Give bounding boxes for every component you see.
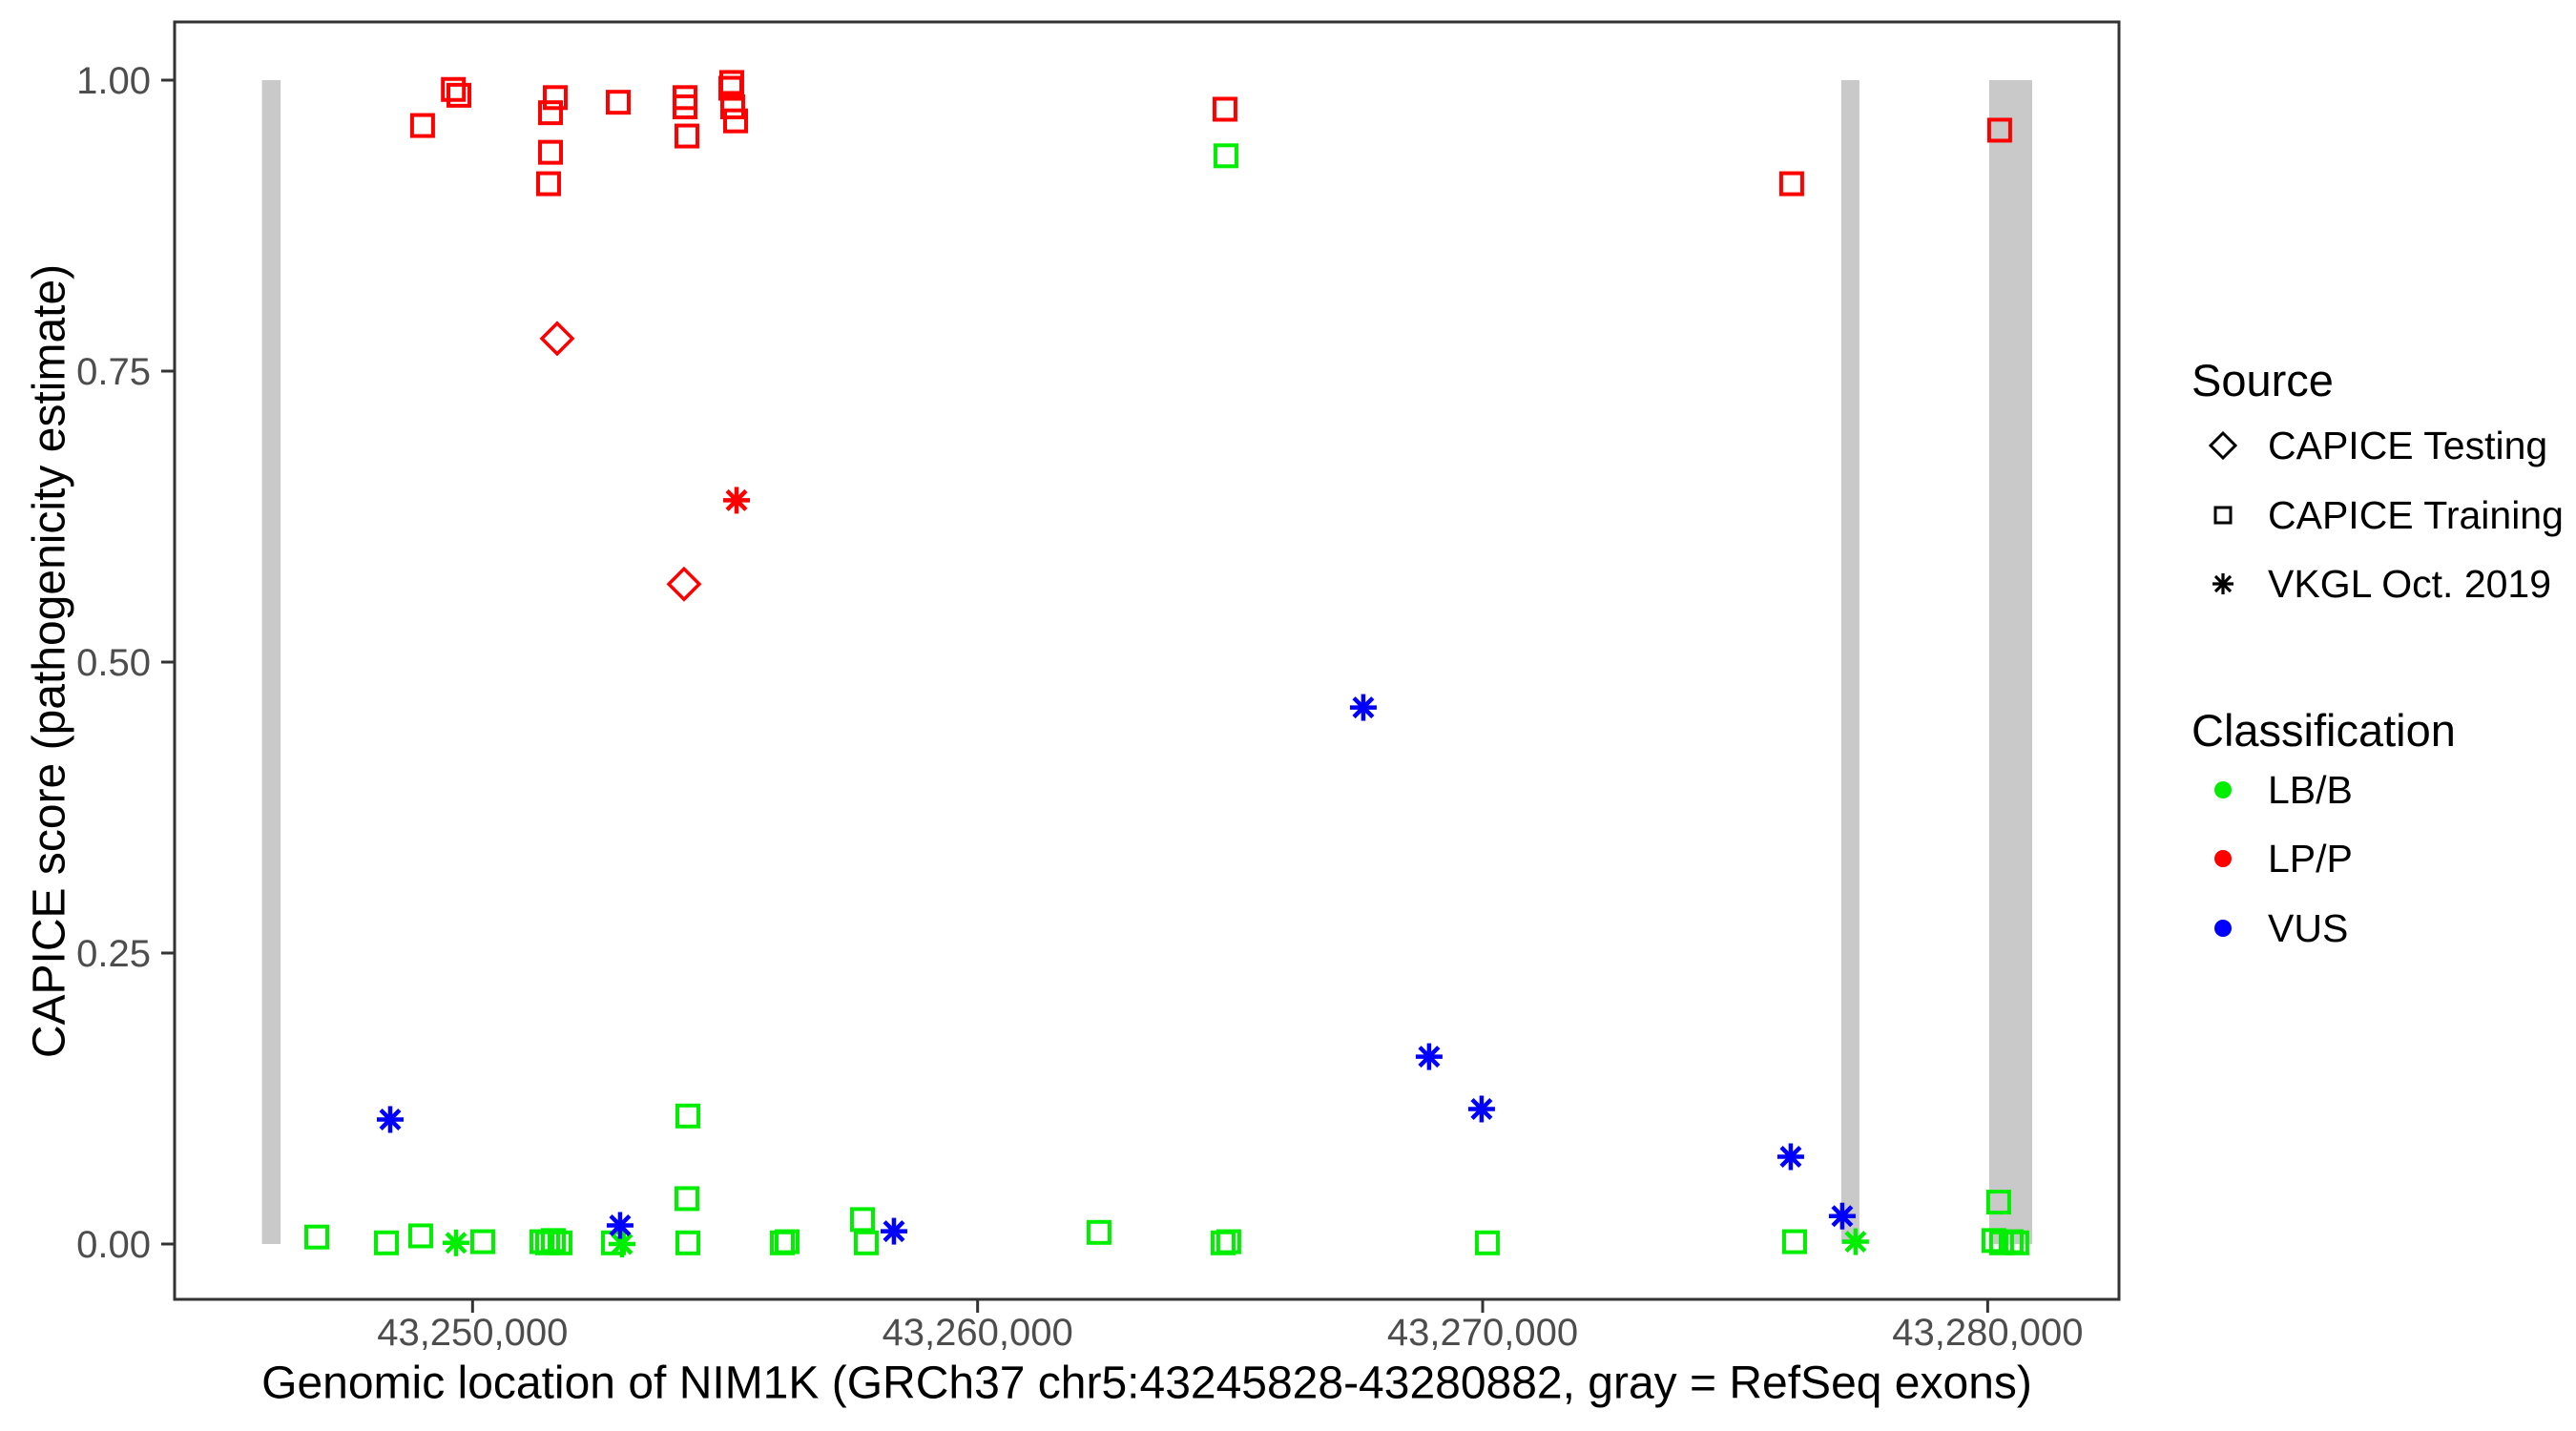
data-point-square — [374, 1230, 400, 1255]
data-point-square — [675, 1230, 700, 1255]
data-point-square — [2004, 1230, 2029, 1255]
y-tick-label: 0.50 — [76, 642, 151, 684]
x-tick-label: 43,250,000 — [377, 1312, 568, 1354]
square-icon — [2213, 506, 2233, 525]
legend-item-label: VUS — [2268, 905, 2349, 950]
data-point-square — [853, 1230, 879, 1255]
data-point-asterisk — [1841, 1228, 1869, 1255]
x-tick-label: 43,260,000 — [883, 1312, 1073, 1354]
data-point-square — [1781, 1229, 1807, 1255]
legend-classification-title: Classification — [2192, 705, 2456, 756]
data-point-square — [675, 1103, 700, 1129]
exon-bar — [1840, 80, 1859, 1244]
data-point-square — [1778, 171, 1804, 197]
data-point-asterisk — [1776, 1143, 1804, 1171]
data-point-square — [547, 1230, 572, 1255]
data-point-square — [672, 94, 697, 120]
y-tick-label: 0.75 — [76, 351, 151, 393]
legend-item-vkgl: VKGL Oct. 2019 — [2201, 562, 2551, 606]
data-point-square — [1210, 1230, 1236, 1255]
data-point-square — [849, 1207, 875, 1233]
data-point-asterisk — [1349, 694, 1377, 721]
data-point-square — [409, 113, 435, 138]
data-point-square — [535, 171, 561, 197]
y-axis-title: CAPICE score (pathogenicity estimate) — [24, 263, 75, 1059]
data-point-square — [537, 139, 563, 165]
legend-source-title: Source — [2192, 355, 2334, 405]
data-point-square — [674, 1186, 699, 1212]
data-point-asterisk — [376, 1106, 404, 1133]
data-point-square — [1086, 1219, 1111, 1245]
red-dot-icon — [2214, 850, 2232, 867]
data-point-square — [674, 123, 699, 149]
legend-item-label: LP/P — [2268, 836, 2353, 881]
legend-item-lbb: LB/B — [2201, 768, 2353, 812]
legend-item-label: CAPICE Training — [2268, 492, 2564, 537]
data-point-square — [1212, 96, 1237, 122]
legend-item-capice-testing: CAPICE Testing — [2201, 424, 2547, 467]
data-point-square — [719, 94, 745, 120]
data-point-square — [723, 108, 749, 134]
data-point-square — [1213, 143, 1238, 169]
data-point-square — [605, 90, 631, 115]
data-point-asterisk — [606, 1212, 634, 1239]
data-point-square — [447, 82, 472, 108]
x-tick-label: 43,270,000 — [1387, 1312, 1578, 1354]
exon-bar — [1988, 80, 2033, 1244]
legend-item-label: LB/B — [2268, 767, 2353, 812]
data-point-asterisk — [880, 1217, 907, 1245]
data-point-square — [537, 100, 563, 126]
data-point-square — [1215, 1229, 1241, 1255]
data-point-square — [407, 1223, 433, 1249]
legend-item-lpp: LP/P — [2201, 837, 2353, 881]
y-tick-label: 0.25 — [76, 933, 151, 975]
data-point-asterisk — [1415, 1043, 1443, 1070]
blue-dot-icon — [2214, 920, 2232, 937]
data-point-diamond — [666, 566, 702, 602]
legend-item-capice-training: CAPICE Training — [2201, 493, 2564, 537]
data-point-square — [718, 70, 744, 95]
legend-item-label: VKGL Oct. 2019 — [2268, 561, 2552, 606]
data-point-square — [774, 1229, 800, 1255]
panel-border — [173, 20, 2121, 1301]
exon-bar — [261, 80, 281, 1244]
diamond-icon — [2208, 430, 2238, 461]
data-point-square — [540, 1228, 566, 1254]
data-point-square — [304, 1224, 330, 1250]
data-point-asterisk — [1828, 1202, 1856, 1230]
asterisk-icon — [2212, 573, 2233, 594]
data-point-square — [542, 85, 568, 111]
data-point-square — [1474, 1230, 1500, 1255]
data-point-asterisk — [1467, 1095, 1495, 1123]
data-point-asterisk — [442, 1229, 469, 1256]
green-dot-icon — [2214, 781, 2232, 798]
x-tick-label: 43,280,000 — [1892, 1312, 2083, 1354]
data-point-square — [1986, 117, 2012, 143]
data-point-square — [441, 76, 467, 102]
data-point-diamond — [539, 321, 575, 357]
legend-item-vus: VUS — [2201, 906, 2348, 950]
data-point-square — [469, 1229, 495, 1255]
y-tick-label: 1.00 — [76, 60, 151, 102]
data-point-square — [1985, 1190, 2011, 1215]
y-tick-label: 0.00 — [76, 1224, 151, 1266]
legend-item-label: CAPICE Testing — [2268, 423, 2548, 467]
data-point-asterisk — [723, 487, 751, 514]
x-axis-title: Genomic location of NIM1K (GRCh37 chr5:4… — [261, 1358, 2032, 1409]
